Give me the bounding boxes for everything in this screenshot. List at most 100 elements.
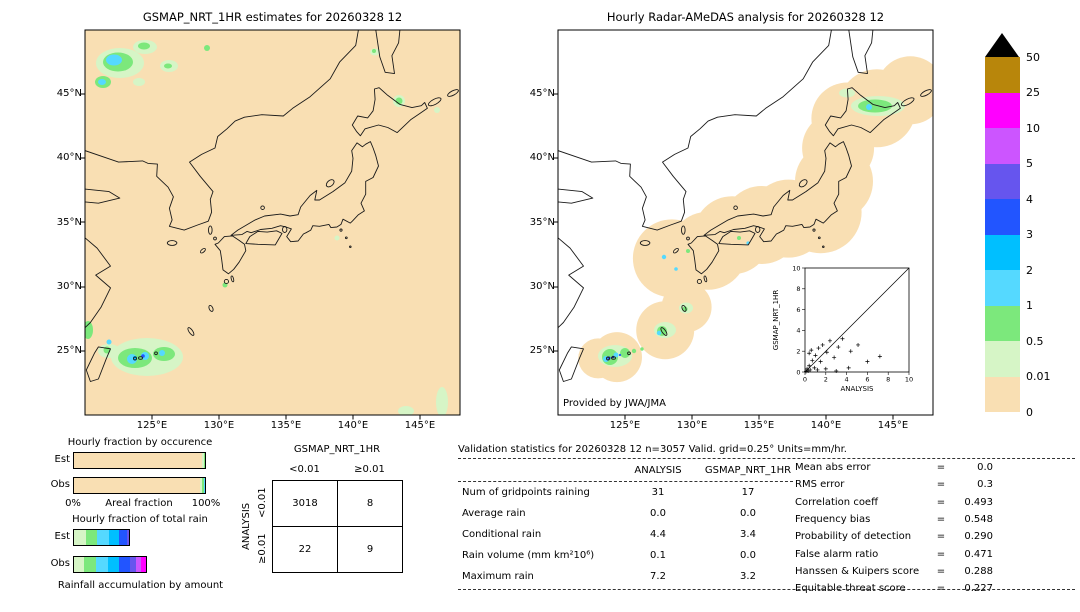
occurrence-est-label: Est xyxy=(54,454,70,465)
lon-tick-label: 135°E xyxy=(270,420,302,431)
bar-segment xyxy=(74,557,85,572)
occurrence-obs-bar xyxy=(73,477,206,494)
score-value: 0.3 xyxy=(977,479,993,491)
stats-row: Rain volume (mm km²10⁶) 0.1 0.0 xyxy=(458,549,798,563)
colorbar-label: 50 xyxy=(1026,50,1040,64)
occurrence-x-max: 100% xyxy=(191,498,221,509)
inset-tick-marks xyxy=(802,267,910,375)
stat-value: 7.2 xyxy=(650,571,666,582)
colorbar-label: 4 xyxy=(1026,192,1033,206)
bar-segment xyxy=(84,557,96,572)
inset-y-tick: 0 xyxy=(796,368,800,376)
lat-tick-label: 30°N xyxy=(529,281,555,292)
score-label: Mean abs error xyxy=(795,462,871,474)
scatter-point xyxy=(846,365,851,370)
contingency-cell: 22 xyxy=(272,526,338,573)
totalrain-est-label: Est xyxy=(54,531,70,542)
inset-x-tick: 0 xyxy=(803,376,807,384)
score-row: Correlation coeff = 0.493 xyxy=(795,494,993,511)
bar-segment xyxy=(74,478,201,493)
colorbar-block xyxy=(985,57,1020,93)
equals-sign: = xyxy=(936,565,946,577)
lon-tick-label: 130°E xyxy=(203,420,235,431)
stats-title: Validation statistics for 20260328 12 n=… xyxy=(458,444,847,455)
inset-y-tick-labels: 0 2 4 6 8 10 xyxy=(792,264,800,376)
score-row: RMS error = 0.3 xyxy=(795,476,993,493)
score-value: 0.288 xyxy=(964,565,993,577)
colorbar-label: 2 xyxy=(1026,263,1033,277)
inset-y-tick: 4 xyxy=(796,327,800,335)
inset-x-tick: 8 xyxy=(886,376,890,384)
scatter-point xyxy=(836,345,841,350)
inset-y-tick: 6 xyxy=(796,306,800,314)
divider xyxy=(458,481,793,482)
scatter-point xyxy=(813,353,818,358)
colorbar-block xyxy=(985,341,1020,377)
divider xyxy=(458,458,1075,459)
colorbar-block xyxy=(985,128,1020,164)
occurrence-x-min: 0% xyxy=(65,498,81,509)
equals-sign: = xyxy=(936,462,946,474)
totalrain-obs-label: Obs xyxy=(50,558,70,569)
scatter-point xyxy=(823,366,828,371)
colorbar-label: 1 xyxy=(1026,299,1033,312)
score-label: Hanssen & Kuipers score xyxy=(795,565,920,577)
scatter-point xyxy=(804,369,809,374)
contingency-cell: 8 xyxy=(337,480,403,527)
score-row: Hanssen & Kuipers score = 0.288 xyxy=(795,563,993,580)
colorbar-label: 0 xyxy=(1026,405,1033,419)
scatter-point xyxy=(824,350,829,355)
occurrence-xlabel: Areal fraction xyxy=(105,498,173,509)
totalrain-chart-title: Hourly fraction of total rain xyxy=(72,514,208,525)
stat-label: Maximum rain xyxy=(462,571,534,582)
gsmap-map-canvas xyxy=(80,29,461,420)
bar-segment xyxy=(203,478,205,493)
stats-row: Conditional rain 4.4 3.4 xyxy=(458,528,798,542)
lat-tick-label: 40°N xyxy=(56,152,82,163)
bar-segment xyxy=(141,557,147,572)
stat-label: Conditional rain xyxy=(462,529,542,540)
lon-tick-label: 140°E xyxy=(337,420,369,431)
stat-value: 0.0 xyxy=(650,508,666,519)
bar-segment xyxy=(119,557,130,572)
colorbar-label: 10 xyxy=(1026,121,1040,135)
totalrain-caption: Rainfall accumulation by amount xyxy=(57,580,224,591)
stats-row: Maximum rain 7.2 3.2 xyxy=(458,570,798,584)
score-value: 0.290 xyxy=(964,531,993,543)
scatter-point xyxy=(820,342,825,347)
bar-segment xyxy=(201,453,204,468)
colorbar-block xyxy=(985,163,1020,199)
colorbar-label: 25 xyxy=(1026,86,1040,99)
score-value: 0.227 xyxy=(964,583,993,595)
colorbar-overflow-triangle xyxy=(985,33,1019,57)
colorbar-label: 5 xyxy=(1026,157,1033,170)
scatter-point xyxy=(877,354,882,359)
bar-segment xyxy=(107,557,120,572)
stat-value: 4.4 xyxy=(650,529,666,540)
stat-value: 0.1 xyxy=(650,550,666,561)
bar-segment xyxy=(108,530,119,545)
score-list: Mean abs error = 0.0 RMS error = 0.3 Correlati… xyxy=(795,459,993,597)
data-credit: Provided by JWA/JMA xyxy=(563,398,666,409)
inset-ylabel: GSMAP_NRT_1HR xyxy=(772,290,780,351)
scatter-point xyxy=(807,363,812,368)
score-row: False alarm ratio = 0.471 xyxy=(795,545,993,562)
equals-sign: = xyxy=(936,479,946,491)
bar-segment xyxy=(126,530,130,545)
occurrence-chart-title: Hourly fraction by occurence xyxy=(67,437,213,448)
contingency-row-group: ANALYSIS xyxy=(241,502,252,550)
scatter-point xyxy=(827,338,832,343)
colorbar xyxy=(985,57,1020,412)
score-row: Probability of detection = 0.290 xyxy=(795,528,993,545)
lat-tick-label: 40°N xyxy=(529,152,555,163)
inset-y-tick: 2 xyxy=(796,348,800,356)
scatter-point xyxy=(856,342,861,347)
scatter-point xyxy=(848,349,853,354)
totalrain-obs-bar xyxy=(73,556,206,573)
gsmap-precip-blobs xyxy=(85,40,448,415)
stat-value: 17 xyxy=(741,487,755,498)
contingency-col-label: <0.01 xyxy=(289,464,320,475)
scatter-point xyxy=(865,359,870,364)
radar-precip-blobs xyxy=(598,88,905,367)
